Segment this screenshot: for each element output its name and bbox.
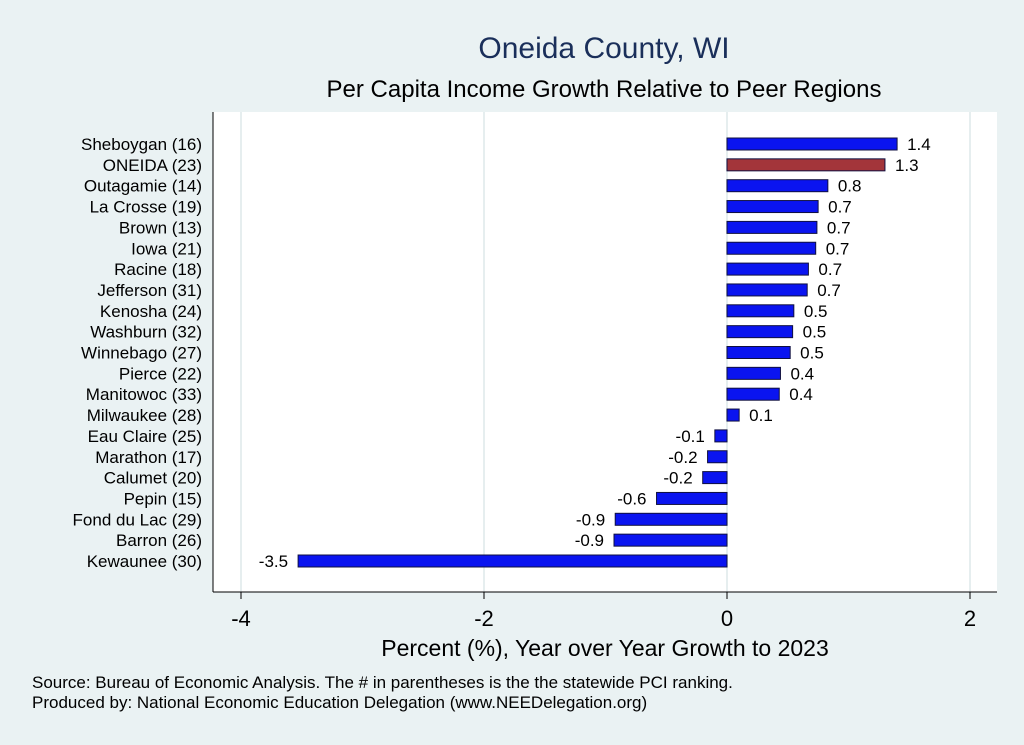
chart-title: Oneida County, WI (478, 32, 729, 65)
value-label: 1.3 (895, 156, 919, 175)
value-label: 0.7 (826, 239, 850, 258)
value-label: -3.5 (259, 552, 288, 571)
category-label: Milwaukee (28) (87, 406, 202, 425)
value-label: 0.7 (817, 281, 841, 300)
bars (297, 137, 898, 568)
value-label: 0.5 (804, 302, 828, 321)
value-label: 0.7 (828, 198, 852, 217)
value-label: -0.1 (676, 427, 705, 446)
value-label: 0.7 (818, 260, 842, 279)
x-tick-label: -4 (231, 606, 251, 631)
category-label: Jefferson (31) (97, 281, 202, 300)
bar (726, 283, 808, 297)
bar (726, 366, 781, 380)
category-label: Outagamie (14) (84, 177, 202, 196)
value-label: -0.9 (575, 531, 604, 550)
bar (726, 241, 817, 255)
value-label: -0.9 (576, 510, 605, 529)
bar (726, 408, 740, 422)
plot-area (213, 112, 997, 592)
bar (613, 533, 728, 547)
category-label: Iowa (21) (131, 239, 202, 258)
x-axis-ticks: -4 -2 0 2 (231, 592, 976, 631)
bar (726, 220, 818, 234)
bar (656, 491, 728, 505)
value-label: -0.2 (668, 448, 697, 467)
value-label: 0.7 (827, 218, 851, 237)
category-label: Washburn (32) (90, 323, 202, 342)
bar (726, 179, 829, 193)
value-labels: 1.41.30.80.70.70.70.70.70.50.50.50.40.40… (259, 135, 931, 571)
x-tick-label: 0 (721, 606, 733, 631)
bar-highlight (726, 158, 886, 172)
chart-subtitle: Per Capita Income Growth Relative to Pee… (327, 76, 882, 103)
value-label: 0.8 (838, 177, 862, 196)
category-label: Kenosha (24) (100, 302, 202, 321)
value-label: 0.5 (803, 323, 827, 342)
bar (726, 387, 780, 401)
category-labels: Sheboygan (16) ONEIDA (23) Outagamie (14) L… (73, 135, 202, 571)
bar (297, 554, 728, 568)
x-axis-label: Percent (%), Year over Year Growth to 20… (381, 635, 829, 661)
category-label: Marathon (17) (95, 448, 202, 467)
bar (702, 471, 728, 485)
footer-source: Source: Bureau of Economic Analysis. The… (32, 673, 733, 692)
value-label: -0.6 (617, 489, 646, 508)
x-tick-label: 2 (964, 606, 976, 631)
bar (726, 304, 795, 318)
value-label: 0.4 (789, 385, 813, 404)
category-label: Kewaunee (30) (87, 552, 202, 571)
bar (614, 512, 728, 526)
bar (726, 200, 819, 214)
bar (726, 262, 809, 276)
category-label: La Crosse (19) (90, 198, 202, 217)
category-label: Brown (13) (119, 218, 202, 237)
value-label: 0.5 (800, 344, 824, 363)
category-label: Fond du Lac (29) (73, 510, 202, 529)
bar (726, 137, 898, 151)
value-label: 0.4 (790, 364, 814, 383)
category-label: Racine (18) (114, 260, 202, 279)
category-label: Manitowoc (33) (86, 385, 202, 404)
category-label: Pepin (15) (124, 489, 202, 508)
category-label: Calumet (20) (104, 469, 202, 488)
bar (714, 429, 728, 443)
category-label: Eau Claire (25) (88, 427, 202, 446)
footer-produced: Produced by: National Economic Education… (32, 693, 647, 712)
bar (707, 450, 728, 464)
category-label: Winnebago (27) (81, 344, 202, 363)
category-label: Barron (26) (116, 531, 202, 550)
value-label: 0.1 (749, 406, 773, 425)
bar (726, 325, 794, 339)
bar (726, 346, 791, 359)
category-label: Pierce (22) (119, 364, 202, 383)
value-label: 1.4 (907, 135, 931, 154)
category-label: ONEIDA (23) (103, 156, 202, 175)
category-label: Sheboygan (16) (81, 135, 202, 154)
value-label: -0.2 (663, 469, 692, 488)
x-tick-label: -2 (474, 606, 494, 631)
